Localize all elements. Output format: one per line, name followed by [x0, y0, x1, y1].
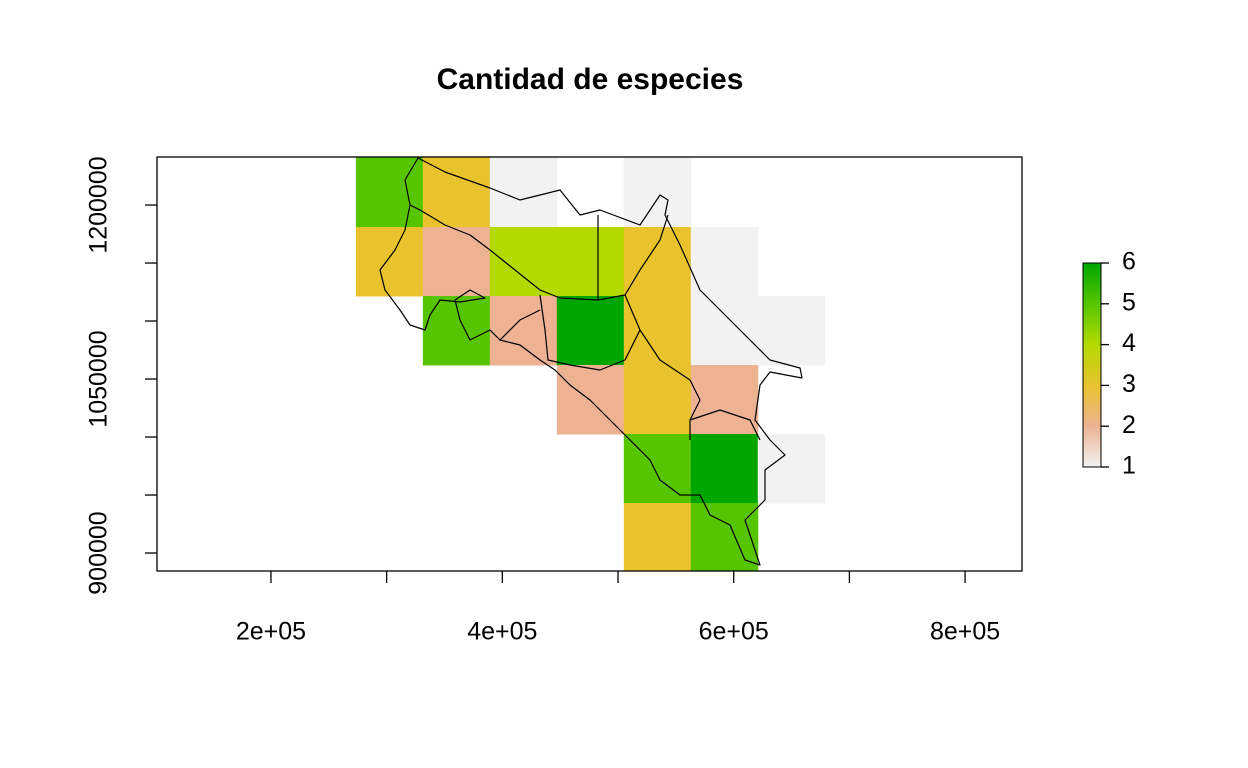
- raster-cell: [690, 434, 759, 504]
- raster-cell: [422, 227, 491, 297]
- raster-cell: [355, 227, 424, 297]
- raster-cell: [422, 157, 491, 228]
- province-border: [539, 294, 641, 371]
- legend-tick-label: 6: [1122, 248, 1136, 276]
- y-tick-label: 900000: [85, 511, 113, 594]
- chart-title: Cantidad de especies: [437, 63, 744, 96]
- raster-cell: [355, 157, 424, 228]
- raster-cell: [623, 157, 692, 228]
- plot-frame: [156, 156, 1023, 572]
- legend-tick-label: 5: [1122, 288, 1136, 316]
- raster-cell: [623, 503, 692, 572]
- raster-cell: [556, 227, 625, 297]
- x-tick-label: 2e+05: [236, 618, 306, 646]
- raster-cell: [623, 364, 692, 435]
- x-tick-label: 8e+05: [930, 618, 1000, 646]
- legend: 1 2 3 4 5 6: [1082, 248, 1136, 480]
- legend-tick-label: 4: [1122, 329, 1136, 357]
- province-border: [499, 309, 541, 341]
- raster-cell: [757, 434, 826, 504]
- outline: [379, 157, 803, 566]
- raster-cell: [690, 364, 759, 435]
- country-outline: [379, 157, 803, 566]
- legend-tick-label: 2: [1122, 411, 1136, 439]
- y-tick-label: 1050000: [85, 330, 113, 427]
- raster-cell: [690, 227, 759, 297]
- legend-tick-label: 1: [1122, 452, 1136, 480]
- raster-cell: [757, 295, 826, 366]
- raster-cell: [556, 295, 625, 366]
- province-border: [409, 204, 599, 301]
- y-tick-label: 1200000: [85, 156, 113, 253]
- legend-tick-label: 3: [1122, 370, 1136, 398]
- province-border: [597, 214, 669, 301]
- x-tick-label: 4e+05: [467, 618, 537, 646]
- raster-cell: [623, 227, 692, 297]
- raster-cell: [489, 295, 558, 366]
- x-tick-label: 6e+05: [699, 618, 769, 646]
- axes: 2e+05 4e+05 6e+05 8e+05 900000 1050000 1200000: [85, 156, 1001, 645]
- legend-bar: [1082, 262, 1102, 468]
- raster-cell: [623, 295, 692, 366]
- province-border: [689, 409, 761, 441]
- raster-cell: [690, 295, 759, 366]
- raster-cell: [489, 227, 558, 297]
